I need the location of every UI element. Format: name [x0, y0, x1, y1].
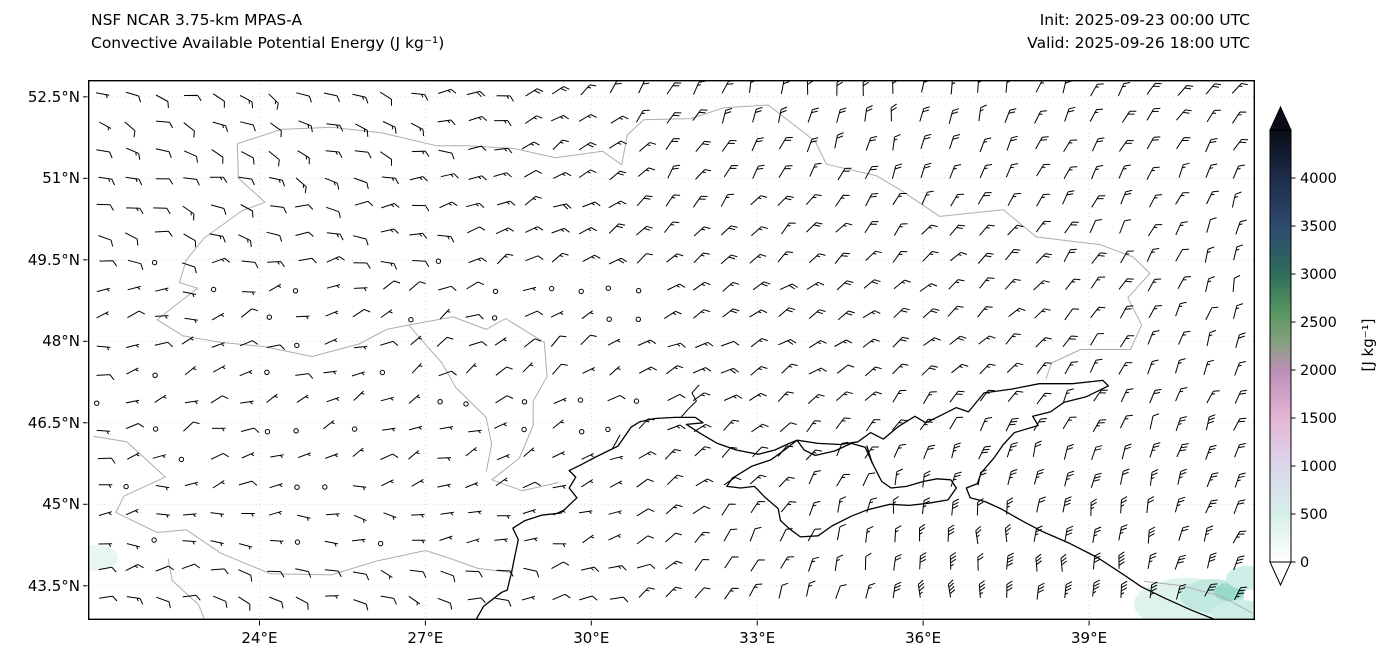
variable-title: Convective Available Potential Energy (J… — [91, 34, 445, 52]
lon-tick-label: 36°E — [905, 629, 942, 647]
colorbar-tick-label: 3500 — [1300, 219, 1337, 235]
country-borders-layer — [93, 104, 1253, 619]
wind-barbs-layer — [94, 80, 1249, 611]
title-block: NSF NCAR 3.75-km MPAS-A Convective Avail… — [91, 9, 444, 55]
lat-tick-label: 48°N — [42, 332, 80, 351]
colorbar: 0 500 1000 1500 2000 2500 3000 3500 4000 — [1269, 105, 1337, 587]
cape-shading-layer — [88, 545, 1255, 620]
model-title: NSF NCAR 3.75-km MPAS-A — [91, 11, 303, 29]
colorbar-tick-label: 3000 — [1300, 267, 1337, 283]
colorbar-tick-label: 0 — [1300, 555, 1309, 571]
colorbar-tick-label: 1000 — [1300, 459, 1337, 475]
valid-time: Valid: 2025-09-26 18:00 UTC — [1027, 34, 1250, 52]
colorbar-label: [J kg⁻¹] — [1359, 318, 1377, 372]
time-block: Init: 2025-09-23 00:00 UTC Valid: 2025-0… — [930, 9, 1250, 55]
init-time: Init: 2025-09-23 00:00 UTC — [1039, 11, 1250, 29]
lon-tick-label: 33°E — [739, 629, 776, 647]
map-plot — [88, 80, 1255, 620]
coastline-layer — [475, 379, 1218, 620]
lon-tick-label: 30°E — [573, 629, 610, 647]
colorbar-tick-label: 1500 — [1300, 411, 1337, 427]
lon-tick-label: 24°E — [241, 629, 278, 647]
colorbar-tick-label: 500 — [1300, 507, 1328, 523]
plot-frame — [88, 80, 1255, 620]
lon-tick-label: 27°E — [407, 629, 444, 647]
colorbar-tick-label: 4000 — [1300, 171, 1337, 187]
colorbar-gradient — [1269, 129, 1292, 563]
graticule-layer — [88, 80, 1255, 620]
lat-tick-label: 45°N — [42, 495, 80, 514]
lon-tick-label: 39°E — [1071, 629, 1108, 647]
lat-tick-label: 51°N — [42, 169, 80, 188]
colorbar-tick-label: 2500 — [1300, 315, 1337, 331]
lat-tick-label: 46.5°N — [27, 413, 80, 432]
lat-tick-label: 43.5°N — [27, 576, 80, 595]
colorbar-tick-label: 2000 — [1300, 363, 1337, 379]
lat-tick-label: 52.5°N — [27, 87, 80, 106]
lat-tick-label: 49.5°N — [27, 250, 80, 269]
colorbar-extend-max — [1269, 105, 1292, 131]
colorbar-extend-min — [1269, 561, 1292, 587]
